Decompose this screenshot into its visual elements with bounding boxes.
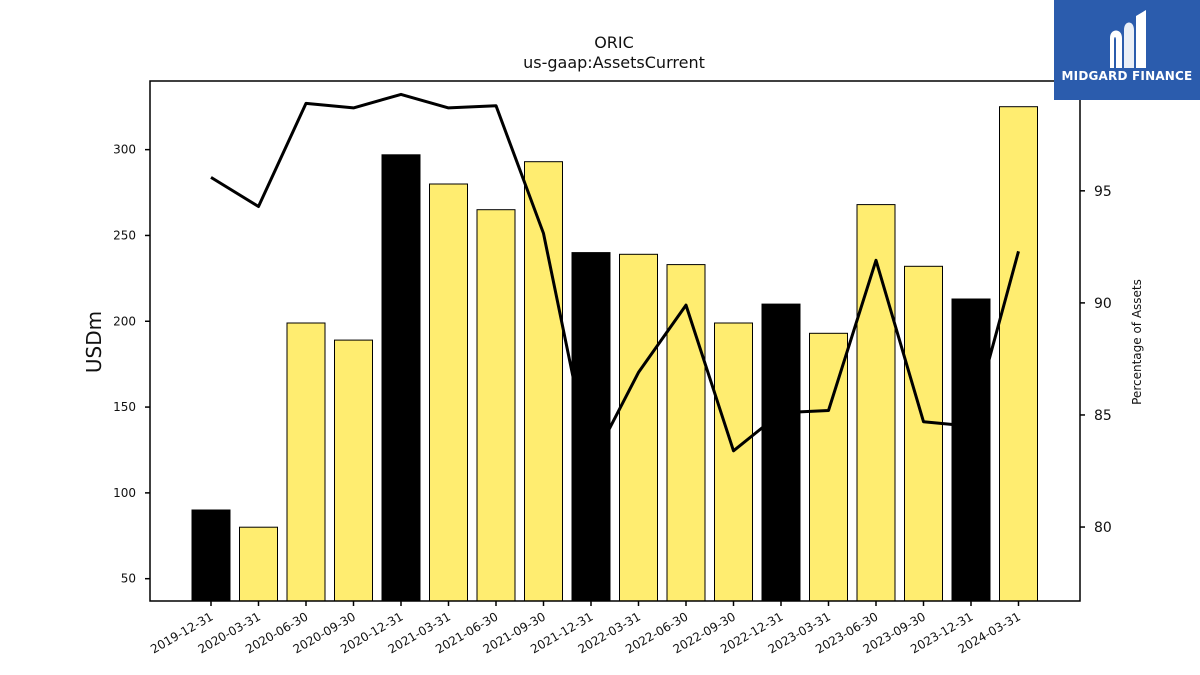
bar-2020-06-30 xyxy=(286,322,326,602)
bar-2022-12-31 xyxy=(761,303,801,602)
bar-2020-09-30 xyxy=(334,339,373,602)
y-tick-label: 250 xyxy=(113,228,136,242)
y-tick-label: 150 xyxy=(113,400,136,414)
bar-2024-03-31 xyxy=(999,106,1038,602)
bar-2021-12-31 xyxy=(571,252,611,602)
bar-2022-06-30 xyxy=(666,264,706,602)
chart-title: ORIC xyxy=(594,33,634,52)
y-tick-label: 300 xyxy=(113,143,136,157)
y2-tick-label: 90 xyxy=(1094,296,1112,312)
bar-2022-03-31 xyxy=(619,253,658,602)
logo-text: MIDGARD FINANCE xyxy=(1061,69,1193,83)
percentage-line xyxy=(210,92,1020,466)
x-axis: 2019-12-312020-03-312020-06-302020-09-30… xyxy=(148,601,1023,656)
bar-2019-12-31 xyxy=(191,509,231,602)
y2-tick-label: 85 xyxy=(1094,408,1112,424)
plot-frame xyxy=(149,80,1081,602)
bar-2023-12-31 xyxy=(951,298,991,602)
y2-tick-label: 80 xyxy=(1094,520,1112,536)
y-axis-label: USDm xyxy=(82,311,106,373)
y2-tick-label: 95 xyxy=(1094,184,1112,200)
y-tick-label: 200 xyxy=(113,314,136,328)
bar-2023-03-31 xyxy=(809,332,848,602)
bar-2023-09-30 xyxy=(904,265,943,602)
line-series xyxy=(210,92,1020,466)
right-axis: 80 85 90 95 xyxy=(1080,184,1112,536)
y-tick-label: 50 xyxy=(121,572,136,586)
bar-2023-06-30 xyxy=(856,204,896,602)
bar-2020-12-31 xyxy=(381,154,421,602)
y-tick-label: 100 xyxy=(113,486,136,500)
chart-subtitle: us-gaap:AssetsCurrent xyxy=(523,53,705,72)
bar-2021-03-31 xyxy=(429,183,468,602)
bar-2021-09-30 xyxy=(524,161,563,602)
bar-2022-09-30 xyxy=(714,322,753,602)
bar-2021-06-30 xyxy=(476,209,516,602)
left-axis: 50 100 150 200 250 300 xyxy=(113,143,150,586)
y2-axis-label: Percentage of Assets xyxy=(1130,279,1144,405)
bar-series xyxy=(191,106,1038,602)
bar-2020-03-31 xyxy=(239,526,278,602)
logo-mark-icon xyxy=(1110,10,1146,68)
brand-logo: MIDGARD FINANCE xyxy=(1054,0,1200,100)
